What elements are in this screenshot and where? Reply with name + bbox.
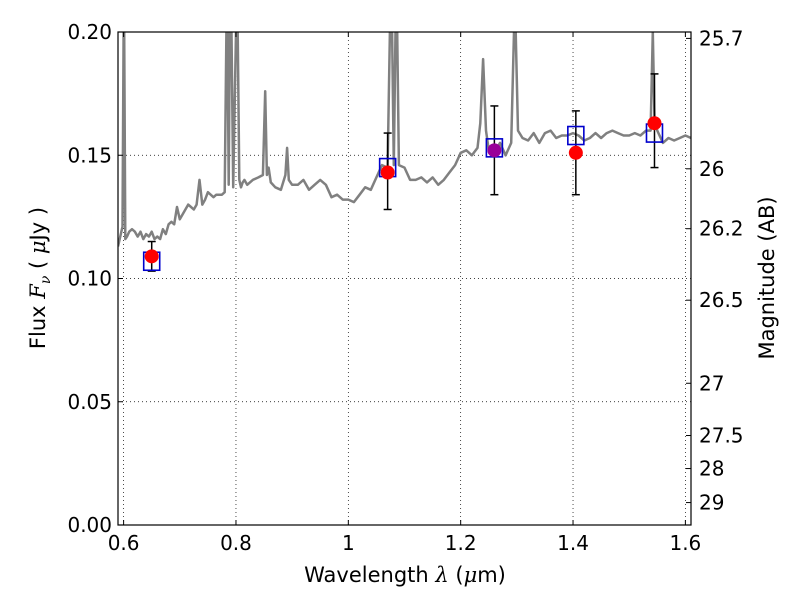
y2-axis-title: Magnitude (AB) — [755, 196, 779, 359]
plot-frame — [117, 31, 692, 526]
y-tick-label: 0.15 — [67, 143, 112, 167]
grid-lines — [118, 31, 691, 526]
x-tick-label: 1.4 — [557, 531, 589, 555]
model-spectrum-line — [118, 32, 691, 247]
x-tick-label: 0.8 — [220, 531, 252, 555]
y2-tick-label: 29 — [699, 491, 724, 515]
y2-tick-label: 28 — [699, 457, 724, 481]
x-tick-label: 1.6 — [669, 531, 701, 555]
axis-ticks: 0.6 0.8 1 1.2 1.4 1.6 0.00 0.05 0.10 0.15 0.20 25.7… — [67, 20, 743, 555]
observed-flux-marker — [380, 165, 395, 180]
observed-flux-marker — [568, 145, 583, 160]
model-flux-marker — [567, 125, 585, 146]
y2-tick-label: 27.5 — [699, 424, 744, 448]
y2-tick-label: 25.7 — [699, 26, 744, 50]
y2-tick-label: 26 — [699, 157, 724, 181]
x-tick-label: 1.2 — [445, 531, 477, 555]
observed-flux-marker — [144, 249, 159, 264]
x-tick-label: 1 — [342, 531, 355, 555]
observed-flux-marker — [647, 116, 662, 131]
y-tick-label: 0.20 — [67, 20, 112, 44]
x-tick-label: 0.6 — [108, 531, 140, 555]
plot-area — [118, 32, 691, 272]
y2-tick-label: 26.2 — [699, 217, 744, 241]
x-axis-title: Wavelength λ (μm) — [304, 563, 506, 587]
observed-flux-marker — [487, 143, 502, 158]
y-tick-label: 0.05 — [67, 390, 112, 414]
y2-tick-label: 27 — [699, 371, 724, 395]
y-tick-label: 0.00 — [67, 513, 112, 537]
y2-tick-label: 26.5 — [699, 288, 744, 312]
y-axis-title: Flux Fν ( μJy ) — [26, 207, 54, 349]
y-tick-label: 0.10 — [67, 267, 112, 291]
